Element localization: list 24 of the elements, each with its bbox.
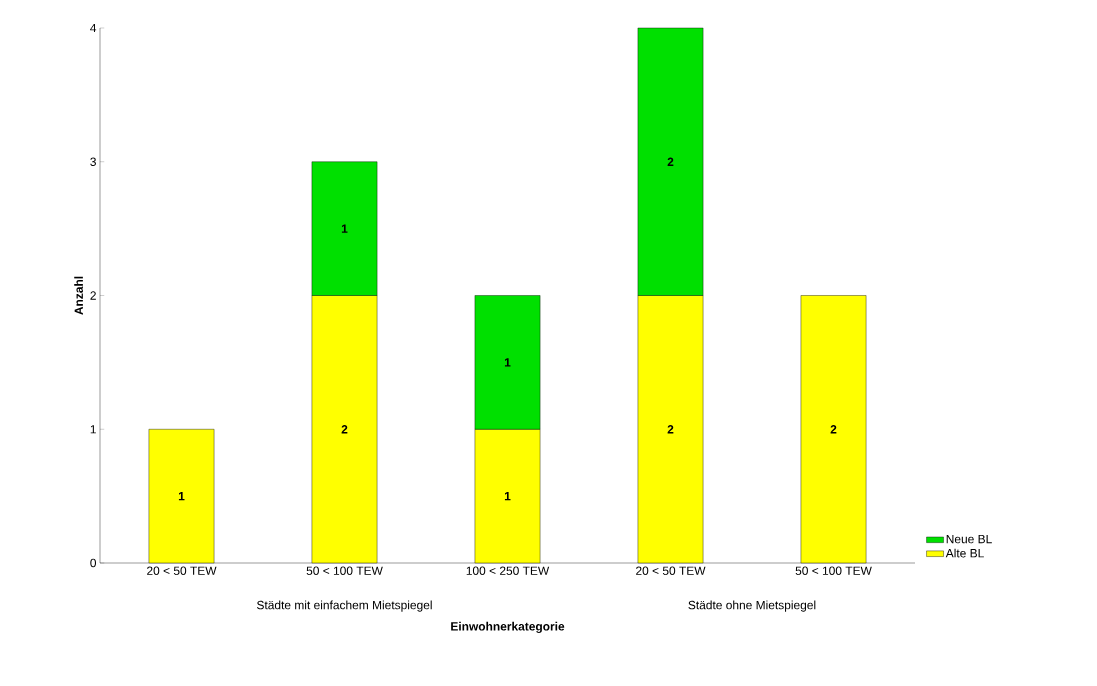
- y-tick-label: 3: [90, 157, 96, 166]
- data-label: 2: [341, 425, 348, 434]
- legend-label: Neue BL: [946, 534, 992, 544]
- data-label: 1: [178, 492, 185, 501]
- text: Städte ohne Mietspiegel: [688, 600, 816, 612]
- y-tick-label: 1: [90, 425, 96, 434]
- legend-label: Alte BL: [945, 548, 984, 558]
- data-label: 1: [504, 358, 511, 367]
- y-tick-label: 2: [90, 291, 96, 300]
- data-label: 2: [667, 425, 674, 434]
- y-tick-label: 0: [90, 558, 97, 568]
- data-label: 2: [667, 157, 674, 166]
- text: Städte mit einfachem Mietspiegel: [257, 600, 432, 612]
- x-axis-title: Einwohnerkategorie: [451, 621, 565, 634]
- y-tick-label: 4: [90, 23, 97, 33]
- x-tick-label: 50 < 100 TEW: [306, 566, 383, 575]
- data-label: 2: [830, 425, 837, 434]
- x-tick-label: 50 < 100 TEW: [795, 566, 872, 575]
- y-axis-title: Anzahl: [74, 276, 83, 315]
- x-tick-label: 20 < 50 TEW: [636, 566, 706, 575]
- x-tick-label: 20 < 50 TEW: [147, 566, 217, 575]
- data-label: 1: [504, 492, 511, 501]
- x-tick-label: 100 < 250 TEW: [466, 566, 550, 575]
- data-label: 1: [341, 224, 348, 233]
